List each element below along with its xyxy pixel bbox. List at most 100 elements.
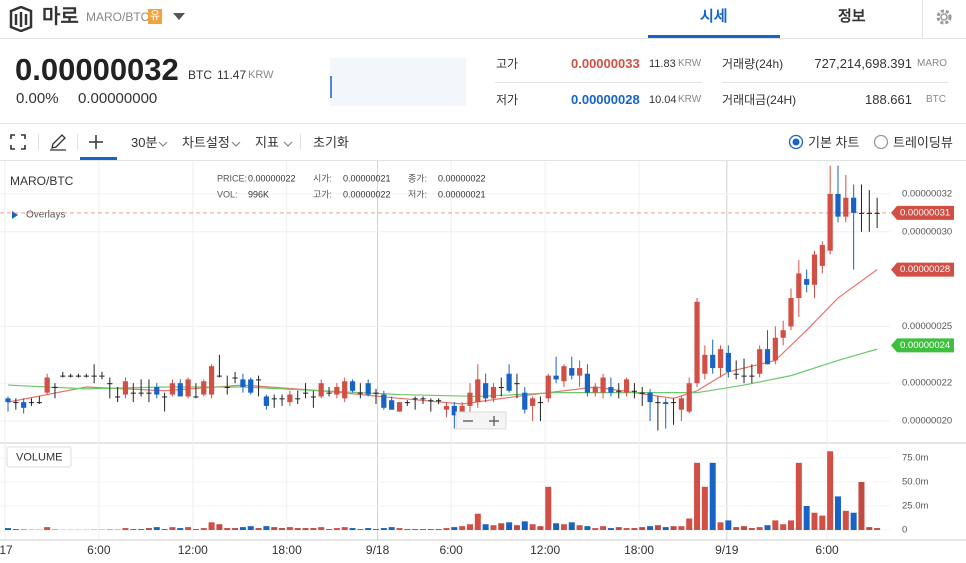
overlays-arrow [12,211,18,219]
candle-body [342,381,348,399]
candle-body [451,405,457,416]
divider [922,0,923,38]
volume-bar [177,528,184,530]
y-tick-label: 0.00000025 [902,321,952,332]
volume-bar [169,527,176,530]
y-tick-label: 0.00000022 [902,378,952,389]
volume-bar [435,529,442,530]
volume-bar [310,528,317,530]
candle-body [428,400,434,402]
volume-bar [443,528,450,530]
radios[interactable] [788,134,888,150]
candle-body [295,398,301,400]
volume-bar [271,527,278,530]
info-label: VOL: [217,189,238,199]
candle-body [702,354,708,374]
volume-bar [459,526,466,530]
candle-body [647,392,653,403]
volume-bar [701,486,708,530]
volume-bar [200,528,207,530]
moving-average [7,269,878,405]
candle-body [389,400,395,410]
candle-body [216,375,223,377]
crosshair[interactable] [88,134,104,150]
volume-bar [827,451,834,530]
volume-bar [318,527,325,530]
volume-bar [521,521,528,530]
volume-bar [733,527,740,530]
volume-bar [333,528,340,530]
candle-body [561,366,567,382]
toolbar-item[interactable]: 초기화 [313,135,349,150]
toolbar-item[interactable]: 차트설정 [182,135,230,150]
volume-bar [373,529,380,530]
candle-body [52,386,58,388]
candle-body [255,379,262,381]
candle-body [686,383,692,412]
mode[interactable]: 기본 차트 [808,135,860,150]
volume-bar [341,527,348,530]
volume-bar [396,528,403,530]
toolbar-item[interactable]: 지표 [255,135,279,150]
krw: 11.47 [217,68,247,82]
volume-bar [44,527,51,530]
candle-body [835,193,841,217]
candle-body [490,386,497,399]
volume-bar [811,512,818,530]
volume-bar [654,525,661,530]
volume-bar [122,528,129,530]
candle-body [576,368,583,376]
interval[interactable]: 30분 [131,135,158,150]
price-tag [891,262,954,277]
settings[interactable] [934,7,954,27]
volume-bar [615,527,622,530]
candle-body [788,298,794,327]
volume-bar [365,528,372,530]
candle-body [584,373,591,393]
zoom-control [455,411,507,430]
volume-bar [5,528,11,530]
volume-bar [631,528,638,530]
info-value: 0.00000021 [343,173,391,183]
volume-bar [388,527,395,530]
fullscreen[interactable] [10,134,26,150]
tab[interactable]: 시세 [700,8,728,25]
x-tick-label: 12:00 [530,543,560,557]
candle-body [694,301,700,384]
mode[interactable]: 트레이딩뷰 [893,135,953,150]
candle-body [36,402,42,404]
divider [38,134,39,150]
info-value: 0.00000022 [248,173,296,183]
candle-body [99,375,105,377]
volume-bar [850,512,857,530]
dropdown[interactable] [172,11,186,21]
candle-body [467,392,473,406]
info-label: PRICE: [217,173,247,183]
candle-body [91,375,97,377]
info-label: 종가: [408,173,427,183]
krw-unit: KRW [248,69,274,81]
draw-tool[interactable] [49,133,67,151]
candle-body [13,402,19,404]
volume-bar [498,523,505,530]
candle-body [201,381,207,395]
price-tag-label: 0.00000031 [900,207,950,218]
logo [9,6,33,32]
volume-bar [224,528,231,530]
price-tag [891,205,954,220]
x-tick-label: 17 [0,543,13,557]
info-label: 시가: [313,173,332,183]
volume-bar [584,526,591,530]
candle-body [623,379,630,393]
candle-body [357,392,363,394]
v-tick-label: 25.0m [902,501,928,512]
tab[interactable]: 정보 [838,8,866,25]
candle-body [600,377,606,393]
candle-body [522,392,528,410]
candle-body [608,386,614,393]
volume-bar [239,527,246,530]
candle-body [396,402,403,412]
candle-body [115,396,121,398]
info-value: 996K [248,189,269,199]
volume-bar [545,486,552,530]
